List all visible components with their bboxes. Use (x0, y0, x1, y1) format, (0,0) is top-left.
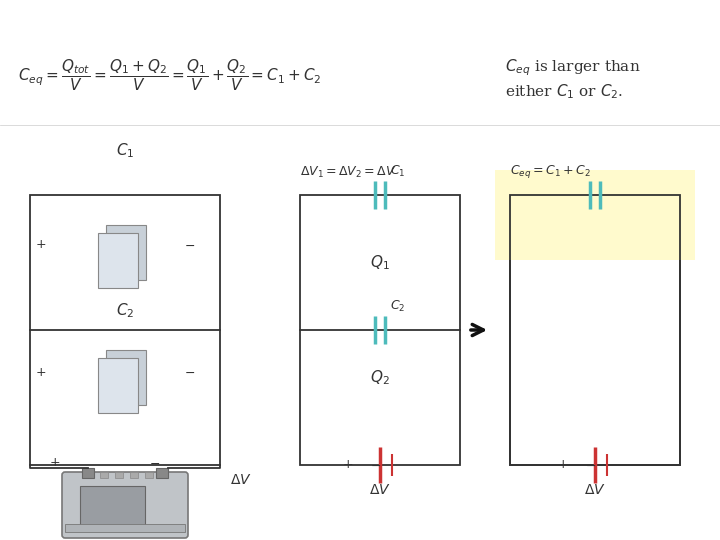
Text: $\Delta V_1 = \Delta V_2 = \Delta V$: $\Delta V_1 = \Delta V_2 = \Delta V$ (300, 165, 397, 180)
Text: $+$: $+$ (50, 456, 60, 469)
Bar (145, 472, 153, 478)
Text: $-$: $-$ (150, 456, 161, 469)
Polygon shape (98, 233, 138, 287)
Text: $+$: $+$ (557, 458, 569, 471)
Bar (82, 468, 94, 478)
Text: $-$: $-$ (585, 458, 597, 471)
Text: $C_2$: $C_2$ (390, 299, 405, 314)
Bar (300, 195, 460, 465)
Text: $C_{eq} = C_1 + C_2$: $C_{eq} = C_1 + C_2$ (510, 163, 590, 180)
Text: either $C_1$ or $C_2$.: either $C_1$ or $C_2$. (505, 83, 624, 102)
Text: $C_1$: $C_1$ (116, 141, 134, 160)
Polygon shape (98, 357, 138, 413)
Text: $C_{eq} = \dfrac{Q_{tot}}{V} = \dfrac{Q_1 + Q_2}{V} = \dfrac{Q_1}{V} + \dfrac{Q_: $C_{eq} = \dfrac{Q_{tot}}{V} = \dfrac{Q_… (18, 57, 322, 93)
FancyBboxPatch shape (62, 472, 188, 538)
Text: $\Delta V$: $\Delta V$ (230, 473, 252, 487)
Text: $Q_1$: $Q_1$ (370, 253, 390, 272)
Text: $-$: $-$ (184, 366, 195, 379)
Polygon shape (106, 349, 146, 404)
Bar (510, 195, 680, 465)
Bar (495, 170, 695, 260)
Text: $+$: $+$ (35, 239, 46, 252)
Text: $\Delta V$: $\Delta V$ (584, 483, 606, 497)
Text: $-$: $-$ (184, 239, 195, 252)
Bar (100, 472, 108, 478)
Text: $-$: $-$ (370, 458, 382, 471)
Bar (510, 195, 680, 465)
Bar (130, 472, 138, 478)
Bar (115, 472, 123, 478)
Bar (65, 524, 185, 532)
Text: $C_2$: $C_2$ (116, 301, 134, 320)
Bar (156, 468, 168, 478)
Text: $C_{eq}$ is larger than: $C_{eq}$ is larger than (505, 58, 641, 78)
Text: $+$: $+$ (35, 366, 46, 379)
Polygon shape (106, 225, 146, 280)
Text: $+$: $+$ (343, 458, 354, 471)
Text: $Q_2$: $Q_2$ (370, 368, 390, 387)
Text: $\Delta V$: $\Delta V$ (369, 483, 391, 497)
Text: $C_1$: $C_1$ (390, 164, 405, 179)
Bar (80, 486, 145, 528)
Bar (30, 195, 220, 465)
